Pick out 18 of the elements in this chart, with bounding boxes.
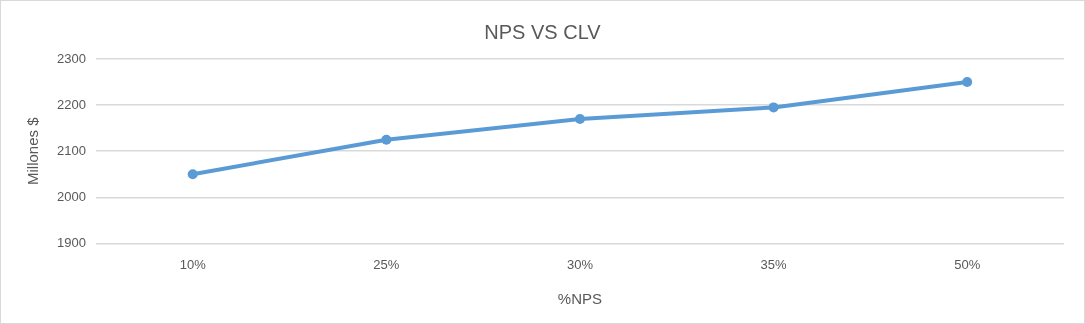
- y-tick-label: 2100: [57, 142, 86, 158]
- x-tick-label: 35%: [760, 256, 788, 272]
- x-tick-label: 25%: [373, 256, 400, 272]
- point: [768, 102, 779, 113]
- y-tick-label: 2200: [57, 96, 86, 112]
- y-tick-label: 1900: [57, 234, 86, 250]
- point: [574, 113, 585, 124]
- y-tick-label: 2300: [57, 50, 86, 66]
- x-tick-label: 50%: [954, 256, 981, 272]
- point: [381, 134, 392, 145]
- y-axis-title: Millones $: [24, 116, 42, 185]
- x-tick-label: 10%: [179, 256, 207, 272]
- y-tick-label: 2000: [57, 188, 86, 204]
- point: [187, 169, 198, 180]
- chart-title: NPS VS CLV: [484, 20, 602, 43]
- x-axis-title: %NPS: [557, 290, 603, 308]
- x-tick-label: 30%: [566, 256, 594, 272]
- point: [962, 77, 973, 88]
